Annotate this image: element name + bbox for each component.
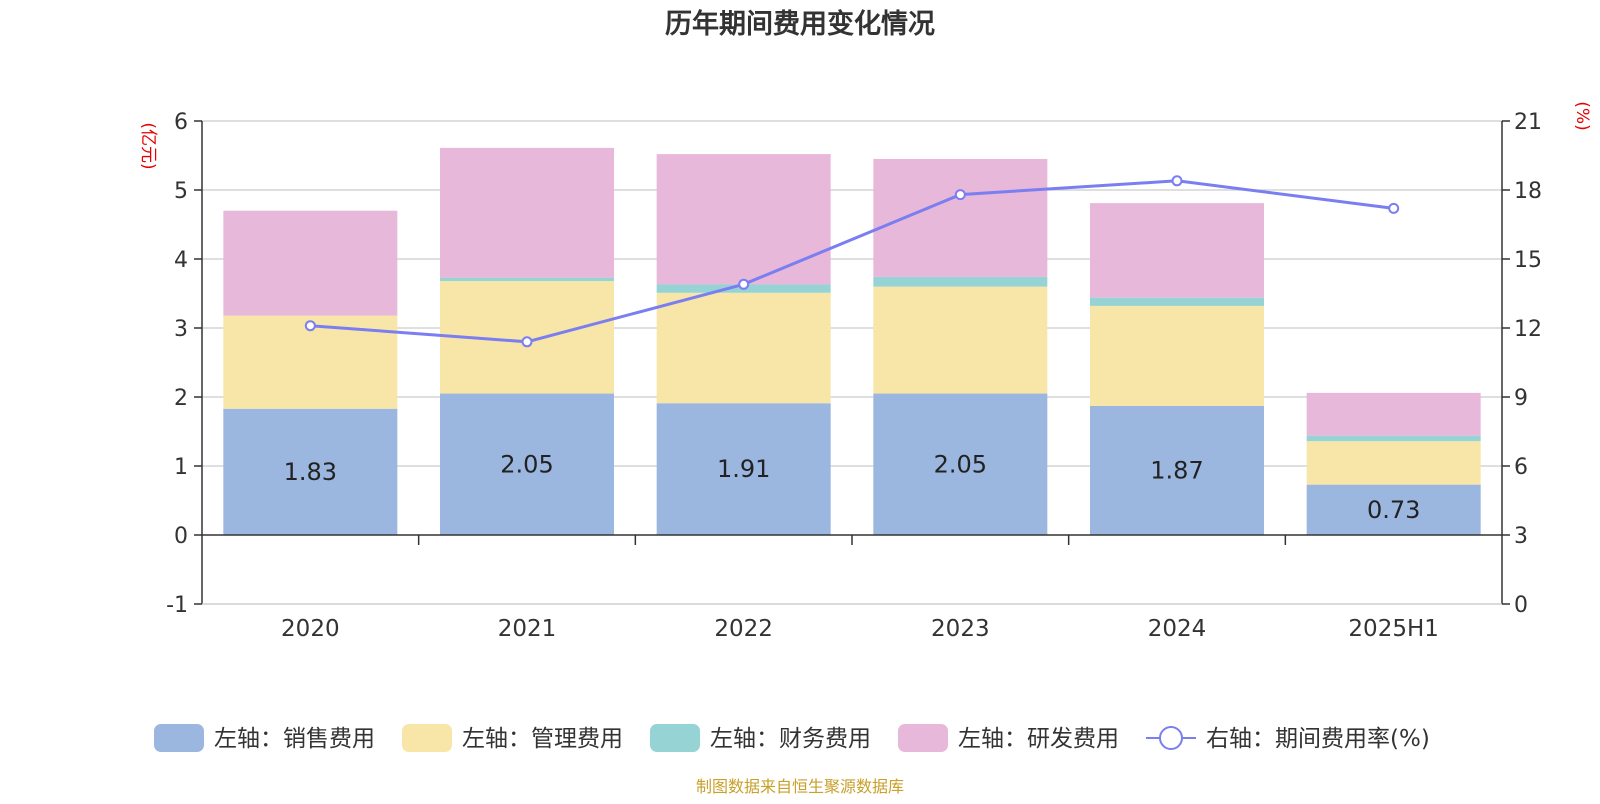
line-series xyxy=(304,175,1400,348)
right-tick-label: 0 xyxy=(1514,593,1528,618)
bar-segment xyxy=(1090,203,1264,298)
bar-segment xyxy=(656,403,831,535)
left-tick-label: 1 xyxy=(174,455,188,480)
legend-marker-icon xyxy=(1159,726,1183,750)
bar-segment xyxy=(656,154,831,285)
legend-label: 左轴：财务费用 xyxy=(710,726,871,752)
bar-segment xyxy=(1090,405,1264,535)
right-tick-label: 3 xyxy=(1514,524,1528,549)
bar-segment xyxy=(1306,441,1481,485)
left-tick-label: 5 xyxy=(174,179,188,204)
bar-segment xyxy=(656,292,831,404)
right-tick-label: 18 xyxy=(1514,179,1542,204)
legend-swatch xyxy=(154,724,204,752)
bar-segment xyxy=(1306,484,1481,535)
left-axis-unit: (亿元) xyxy=(138,122,158,169)
rate-point xyxy=(1388,202,1400,214)
legend-label: 右轴：期间费用率(%) xyxy=(1206,726,1430,752)
bar-segment xyxy=(440,277,614,282)
right-axis-unit: (%) xyxy=(1572,101,1592,130)
x-category-label: 2021 xyxy=(498,616,557,642)
x-category-label: 2024 xyxy=(1148,616,1207,642)
data-labels: 1.83 2.05 1.91 2.05 1.87 0.73 xyxy=(284,450,1421,524)
bar-series xyxy=(223,147,1481,535)
bar-segment xyxy=(1306,392,1481,436)
bar-value-label: 1.87 xyxy=(1150,456,1203,484)
legend-swatch xyxy=(898,724,948,752)
bar-segment xyxy=(440,147,614,278)
rate-point xyxy=(521,336,533,348)
x-category-label: 2025H1 xyxy=(1348,616,1438,642)
bar-segment xyxy=(873,276,1048,287)
right-tick-label: 21 xyxy=(1514,110,1542,135)
bar-value-label: 1.83 xyxy=(284,458,337,486)
source-note: 制图数据来自恒生聚源数据库 xyxy=(696,777,904,796)
right-tick-label: 15 xyxy=(1514,248,1542,273)
bar-segment xyxy=(873,393,1048,535)
left-tick-label: 2 xyxy=(174,386,188,411)
bar-segment xyxy=(223,408,398,535)
x-category-label: 2023 xyxy=(931,616,990,642)
legend: 左轴：销售费用 左轴：管理费用 左轴：财务费用 左轴：研发费用 右轴：期间费用率(%) xyxy=(154,724,1430,752)
bar-value-label: 1.91 xyxy=(717,455,770,483)
bar-value-label: 2.05 xyxy=(934,450,987,478)
left-tick-label: 3 xyxy=(174,317,188,342)
bar-value-label: 0.73 xyxy=(1367,496,1420,524)
legend-label: 左轴：研发费用 xyxy=(958,726,1119,752)
right-tick-label: 12 xyxy=(1514,317,1542,342)
bar-segment xyxy=(1090,305,1264,406)
bar-segment xyxy=(1090,297,1264,306)
rate-point xyxy=(304,320,316,332)
bar-value-label: 2.05 xyxy=(500,450,553,478)
rate-point xyxy=(954,189,966,201)
bar-segment xyxy=(873,286,1048,394)
left-tick-label: 6 xyxy=(174,110,188,135)
legend-swatch xyxy=(650,724,700,752)
rate-point xyxy=(738,278,750,290)
rate-point xyxy=(1171,175,1183,187)
right-tick-label: 6 xyxy=(1514,455,1528,480)
left-tick-label: 4 xyxy=(174,248,188,273)
x-category-label: 2020 xyxy=(281,616,340,642)
grid-lines xyxy=(202,120,1502,605)
legend-label: 左轴：销售费用 xyxy=(214,726,375,752)
legend-swatch xyxy=(402,724,452,752)
left-tick-label: 0 xyxy=(174,524,188,549)
x-category-label: 2022 xyxy=(714,616,773,642)
legend-label: 左轴：管理费用 xyxy=(462,726,623,752)
left-tick-label: -1 xyxy=(166,593,188,618)
bar-segment xyxy=(1306,435,1481,442)
bar-segment xyxy=(223,210,398,316)
bar-segment xyxy=(440,393,614,535)
right-tick-label: 9 xyxy=(1514,386,1528,411)
chart-title: 历年期间费用变化情况 xyxy=(665,8,935,40)
rate-line xyxy=(310,179,1394,344)
bar-segment xyxy=(873,158,1048,277)
